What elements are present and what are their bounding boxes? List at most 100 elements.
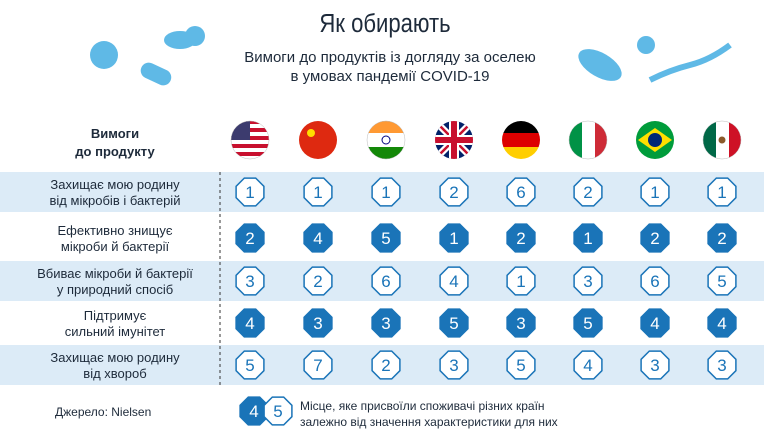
rank-badge [303, 177, 333, 207]
rank-badge [439, 223, 469, 253]
rank-badge [235, 223, 265, 253]
flag-germany [502, 121, 540, 159]
rank-number: 4 [650, 314, 659, 333]
subtitle: в умовах пандемії COVID-19 [291, 68, 490, 85]
rank-number: 2 [650, 229, 659, 248]
rank-number: 6 [516, 183, 525, 202]
rank-badge [506, 308, 536, 338]
flag-usa [231, 121, 269, 159]
flag-italy [569, 121, 607, 159]
row-label: у природний спосіб [57, 282, 173, 297]
rank-number: 5 [516, 356, 525, 375]
rank-badge [239, 396, 269, 426]
rank-badge [371, 308, 401, 338]
rank-number: 1 [650, 183, 659, 202]
rank-badge [371, 350, 401, 380]
row-label: від мікробів і бактерій [50, 193, 181, 208]
rank-number: 4 [245, 314, 254, 333]
row-label: Захищає мою родину [50, 350, 180, 365]
rank-badge [303, 350, 333, 380]
rank-badge [506, 350, 536, 380]
rank-number: 2 [313, 272, 322, 291]
rank-badge [263, 396, 293, 426]
source: Джерело: Nielsen [55, 405, 151, 419]
rank-number: 2 [245, 229, 254, 248]
legend-text: залежно від значення характеристики для … [300, 415, 558, 429]
rank-number: 3 [717, 356, 726, 375]
rank-badge [640, 223, 670, 253]
rank-number: 1 [381, 183, 390, 202]
row-label: Ефективно знищує [58, 223, 173, 238]
flag-mexico [703, 121, 741, 159]
rank-badge [439, 308, 469, 338]
row-label: Підтримує [84, 308, 147, 323]
rank-number: 5 [245, 356, 254, 375]
rank-badge [235, 308, 265, 338]
rank-number: 1 [583, 229, 592, 248]
rank-badge [573, 308, 603, 338]
rank-number: 1 [717, 183, 726, 202]
rank-number: 5 [583, 314, 592, 333]
rank-badge [439, 177, 469, 207]
row-label: Вбиває мікроби й бактерії [37, 266, 193, 281]
rank-badge [371, 223, 401, 253]
rank-number: 3 [516, 314, 525, 333]
rank-badge [303, 266, 333, 296]
rank-number: 2 [583, 183, 592, 202]
rank-badge [235, 177, 265, 207]
rank-number: 4 [249, 402, 258, 421]
rank-badge [506, 266, 536, 296]
rank-badge [707, 308, 737, 338]
subtitle: Вимоги до продуктів із догляду за оселею [244, 49, 535, 66]
rank-badge [707, 350, 737, 380]
decoration [90, 26, 732, 86]
rank-badge [573, 223, 603, 253]
rank-badge [506, 177, 536, 207]
rank-number: 5 [717, 272, 726, 291]
rank-badge [303, 223, 333, 253]
rank-badge [235, 350, 265, 380]
rank-badge [439, 350, 469, 380]
rank-badge [573, 350, 603, 380]
rank-badge [371, 177, 401, 207]
rank-number: 6 [381, 272, 390, 291]
row-label: мікроби й бактерії [61, 239, 170, 254]
rank-badge [573, 266, 603, 296]
rank-badge [640, 266, 670, 296]
row-label: від хвороб [83, 366, 146, 381]
rank-number: 2 [449, 183, 458, 202]
rank-number: 4 [449, 272, 458, 291]
rank-number: 6 [650, 272, 659, 291]
rank-badge [371, 266, 401, 296]
rank-number: 1 [245, 183, 254, 202]
rank-number: 7 [313, 356, 322, 375]
rank-number: 3 [583, 272, 592, 291]
rank-badge [640, 350, 670, 380]
row-label: Захищає мою родину [50, 177, 180, 192]
rank-number: 1 [449, 229, 458, 248]
rank-number: 4 [717, 314, 726, 333]
flags [231, 121, 741, 159]
rank-number: 5 [449, 314, 458, 333]
rank-badge [303, 308, 333, 338]
legend-text: Місце, яке присвоїли споживачі різних кр… [300, 399, 545, 413]
rank-number: 3 [449, 356, 458, 375]
rank-badge [573, 177, 603, 207]
row-label: сильний імунітет [65, 324, 166, 339]
flag-china [299, 121, 337, 159]
rank-badge [235, 266, 265, 296]
rank-number: 1 [516, 272, 525, 291]
rank-number: 5 [273, 402, 282, 421]
rank-number: 5 [381, 229, 390, 248]
rank-number: 2 [381, 356, 390, 375]
rank-badge [707, 266, 737, 296]
rank-badge [707, 223, 737, 253]
flag-india [367, 121, 405, 159]
rank-number: 3 [245, 272, 254, 291]
flag-brazil [636, 121, 674, 159]
rank-number: 4 [313, 229, 322, 248]
title: Як обирають [319, 9, 450, 38]
header-label: Вимоги [91, 126, 139, 141]
